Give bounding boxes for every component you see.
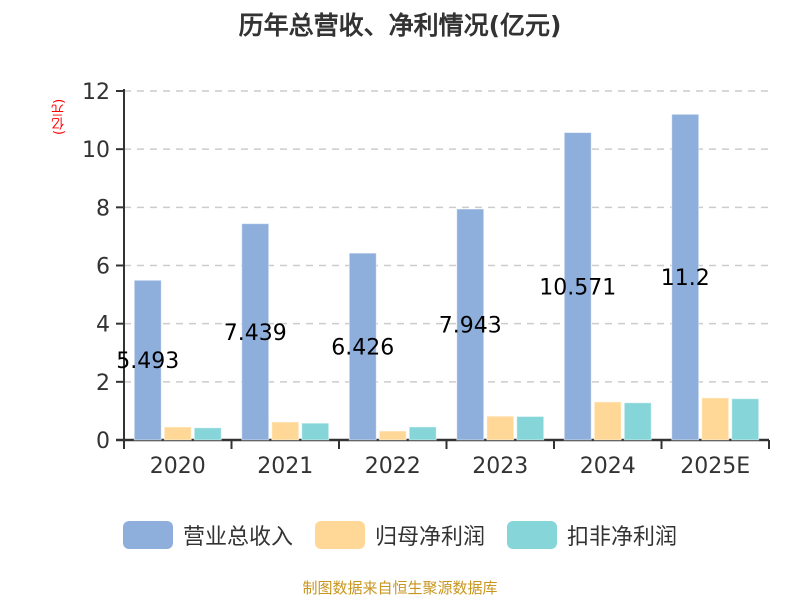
legend-swatch-deducted-net-profit <box>507 521 557 549</box>
data-label: 6.426 <box>331 336 394 361</box>
bar[interactable] <box>486 415 515 441</box>
bar[interactable] <box>163 426 192 441</box>
x-tick-label: 2021 <box>257 454 313 479</box>
bar[interactable] <box>241 223 270 441</box>
bar[interactable] <box>271 421 300 441</box>
y-tick-label: 10 <box>82 138 110 163</box>
x-tick-label: 2022 <box>365 454 421 479</box>
legend-swatch-revenue <box>122 521 173 549</box>
bar[interactable] <box>671 113 700 441</box>
bar[interactable] <box>456 208 485 441</box>
x-tick-label: 2023 <box>472 454 528 479</box>
y-tick-label: 2 <box>96 371 110 396</box>
legend-label-revenue: 营业总收入 <box>182 525 293 550</box>
y-tick-label: 6 <box>96 255 110 280</box>
bar[interactable] <box>731 398 760 441</box>
data-label: 5.493 <box>116 349 179 374</box>
bar[interactable] <box>193 427 222 441</box>
bar[interactable] <box>301 422 330 441</box>
data-source-note: 制图数据来自恒生聚源数据库 <box>302 579 498 597</box>
bar[interactable] <box>563 132 592 441</box>
y-tick-label: 0 <box>96 429 110 454</box>
x-tick-label: 2020 <box>150 454 206 479</box>
bar[interactable] <box>516 415 545 441</box>
y-tick-label: 8 <box>96 196 110 221</box>
y-tick-label: 4 <box>96 313 110 338</box>
legend-item-revenue[interactable]: 营业总收入 <box>122 519 293 551</box>
chart-title: 历年总营收、净利情况(亿元) <box>238 11 562 40</box>
data-label: 10.571 <box>539 275 616 300</box>
legend-item-deducted-net-profit[interactable]: 扣非净利润 <box>507 519 677 551</box>
y-tick-label: 12 <box>82 80 110 105</box>
bar[interactable] <box>623 402 652 441</box>
bar[interactable] <box>593 401 622 441</box>
x-tick-label: 2025E <box>680 454 750 479</box>
bar[interactable] <box>378 430 407 441</box>
legend-label-net-profit: 归母净利润 <box>374 525 485 550</box>
legend: 营业总收入 归母净利润 扣非净利润 <box>0 518 800 552</box>
bar[interactable] <box>408 426 437 441</box>
data-label: 7.943 <box>439 313 502 338</box>
legend-swatch-net-profit <box>314 521 365 549</box>
data-label: 7.439 <box>224 321 287 346</box>
bar[interactable] <box>701 397 730 441</box>
bar[interactable] <box>133 279 162 441</box>
legend-label-deducted-net-profit: 扣非净利润 <box>567 525 678 550</box>
data-label: 11.2 <box>661 266 710 291</box>
x-tick-label: 2024 <box>580 454 636 479</box>
bar[interactable] <box>348 252 377 441</box>
legend-item-net-profit[interactable]: 归母净利润 <box>314 519 485 551</box>
